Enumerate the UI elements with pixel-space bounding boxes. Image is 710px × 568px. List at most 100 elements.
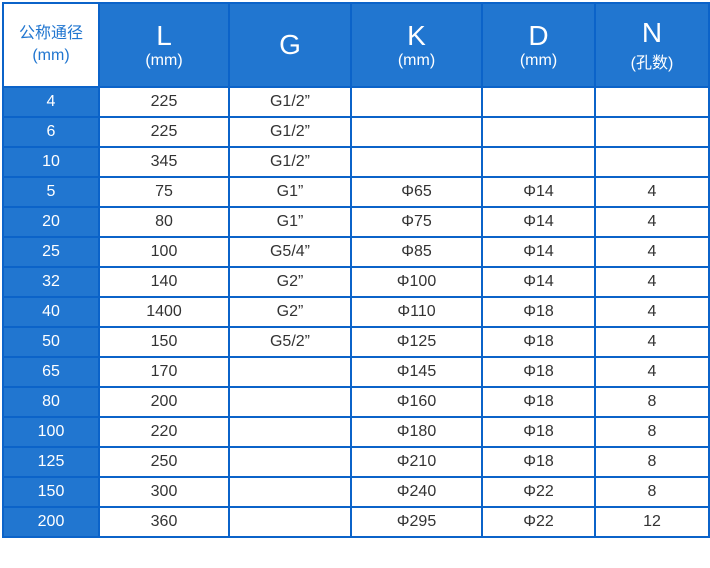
cell-G <box>228 446 352 478</box>
cell-D: Φ14 <box>481 206 596 238</box>
cell-N <box>594 116 710 148</box>
cell-L: 250 <box>98 446 230 478</box>
table-row: 10 345 G1/2” <box>2 146 710 178</box>
cell-G: G1/2” <box>228 86 352 118</box>
header-unit: (mm) <box>145 52 183 69</box>
cell-N: 8 <box>594 446 710 478</box>
cell-D: Φ18 <box>481 356 596 388</box>
cell-N: 4 <box>594 266 710 298</box>
cell-K <box>350 116 483 148</box>
cell-L: 140 <box>98 266 230 298</box>
cell-D: Φ14 <box>481 176 596 208</box>
cell-dn: 100 <box>2 416 100 448</box>
cell-K: Φ180 <box>350 416 483 448</box>
cell-L: 200 <box>98 386 230 418</box>
table-row: 32 140 G2” Φ100 Φ14 4 <box>2 266 710 298</box>
table-row: 200 360 Φ295 Φ22 12 <box>2 506 710 538</box>
cell-dn: 125 <box>2 446 100 478</box>
cell-G: G2” <box>228 296 352 328</box>
cell-dn: 6 <box>2 116 100 148</box>
cell-L: 225 <box>98 116 230 148</box>
cell-N: 4 <box>594 296 710 328</box>
cell-L: 150 <box>98 326 230 358</box>
cell-D: Φ14 <box>481 236 596 268</box>
cell-K: Φ125 <box>350 326 483 358</box>
cell-K: Φ240 <box>350 476 483 508</box>
cell-L: 100 <box>98 236 230 268</box>
cell-L: 80 <box>98 206 230 238</box>
cell-N: 4 <box>594 326 710 358</box>
cell-K: Φ210 <box>350 446 483 478</box>
header-nominal-diameter: 公称通径 (mm) <box>2 2 100 88</box>
header-L: L (mm) <box>98 2 230 88</box>
cell-D: Φ22 <box>481 476 596 508</box>
header-D: D (mm) <box>481 2 596 88</box>
cell-N: 4 <box>594 176 710 208</box>
cell-dn: 200 <box>2 506 100 538</box>
cell-N: 8 <box>594 476 710 508</box>
header-row: 公称通径 (mm) L (mm) G K (mm) D (mm) N (孔数) <box>2 2 710 88</box>
cell-dn: 150 <box>2 476 100 508</box>
table-row: 5 75 G1” Φ65 Φ14 4 <box>2 176 710 208</box>
table-row: 125 250 Φ210 Φ18 8 <box>2 446 710 478</box>
header-title: G <box>279 29 301 60</box>
cell-G: G1” <box>228 206 352 238</box>
table-row: 40 1400 G2” Φ110 Φ18 4 <box>2 296 710 328</box>
header-title: K <box>407 20 426 51</box>
cell-dn: 50 <box>2 326 100 358</box>
cell-G: G2” <box>228 266 352 298</box>
cell-G <box>228 386 352 418</box>
cell-G: G1” <box>228 176 352 208</box>
cell-dn: 32 <box>2 266 100 298</box>
cell-D: Φ22 <box>481 506 596 538</box>
header-title: L <box>156 20 172 51</box>
table-row: 6 225 G1/2” <box>2 116 710 148</box>
cell-G: G1/2” <box>228 116 352 148</box>
cell-G: G5/4” <box>228 236 352 268</box>
cell-G <box>228 506 352 538</box>
cell-N <box>594 146 710 178</box>
cell-G: G5/2” <box>228 326 352 358</box>
table-row: 150 300 Φ240 Φ22 8 <box>2 476 710 508</box>
cell-G: G1/2” <box>228 146 352 178</box>
cell-dn: 20 <box>2 206 100 238</box>
cell-dn: 40 <box>2 296 100 328</box>
cell-N <box>594 86 710 118</box>
cell-D: Φ18 <box>481 296 596 328</box>
table-row: 100 220 Φ180 Φ18 8 <box>2 416 710 448</box>
cell-D: Φ14 <box>481 266 596 298</box>
cell-L: 1400 <box>98 296 230 328</box>
cell-K: Φ145 <box>350 356 483 388</box>
cell-K <box>350 146 483 178</box>
cell-K: Φ100 <box>350 266 483 298</box>
header-N: N (孔数) <box>594 2 710 88</box>
table-row: 80 200 Φ160 Φ18 8 <box>2 386 710 418</box>
cell-K: Φ65 <box>350 176 483 208</box>
table-row: 65 170 Φ145 Φ18 4 <box>2 356 710 388</box>
cell-dn: 10 <box>2 146 100 178</box>
cell-D: Φ18 <box>481 446 596 478</box>
cell-dn: 80 <box>2 386 100 418</box>
cell-G <box>228 356 352 388</box>
cell-dn: 65 <box>2 356 100 388</box>
spec-table: 公称通径 (mm) L (mm) G K (mm) D (mm) N (孔数) 4 225… <box>2 2 710 538</box>
cell-dn: 25 <box>2 236 100 268</box>
table-row: 25 100 G5/4” Φ85 Φ14 4 <box>2 236 710 268</box>
header-title: N <box>641 17 663 48</box>
header-unit: (mm) <box>32 47 70 64</box>
header-unit: (mm) <box>397 52 436 69</box>
cell-N: 8 <box>594 416 710 448</box>
cell-dn: 5 <box>2 176 100 208</box>
cell-L: 225 <box>98 86 230 118</box>
cell-N: 4 <box>594 236 710 268</box>
cell-D <box>481 86 596 118</box>
cell-D: Φ18 <box>481 416 596 448</box>
cell-L: 220 <box>98 416 230 448</box>
cell-K: Φ75 <box>350 206 483 238</box>
cell-L: 75 <box>98 176 230 208</box>
header-unit: (mm) <box>519 52 558 69</box>
table-row: 50 150 G5/2” Φ125 Φ18 4 <box>2 326 710 358</box>
cell-dn: 4 <box>2 86 100 118</box>
header-K: K (mm) <box>350 2 483 88</box>
cell-K <box>350 86 483 118</box>
